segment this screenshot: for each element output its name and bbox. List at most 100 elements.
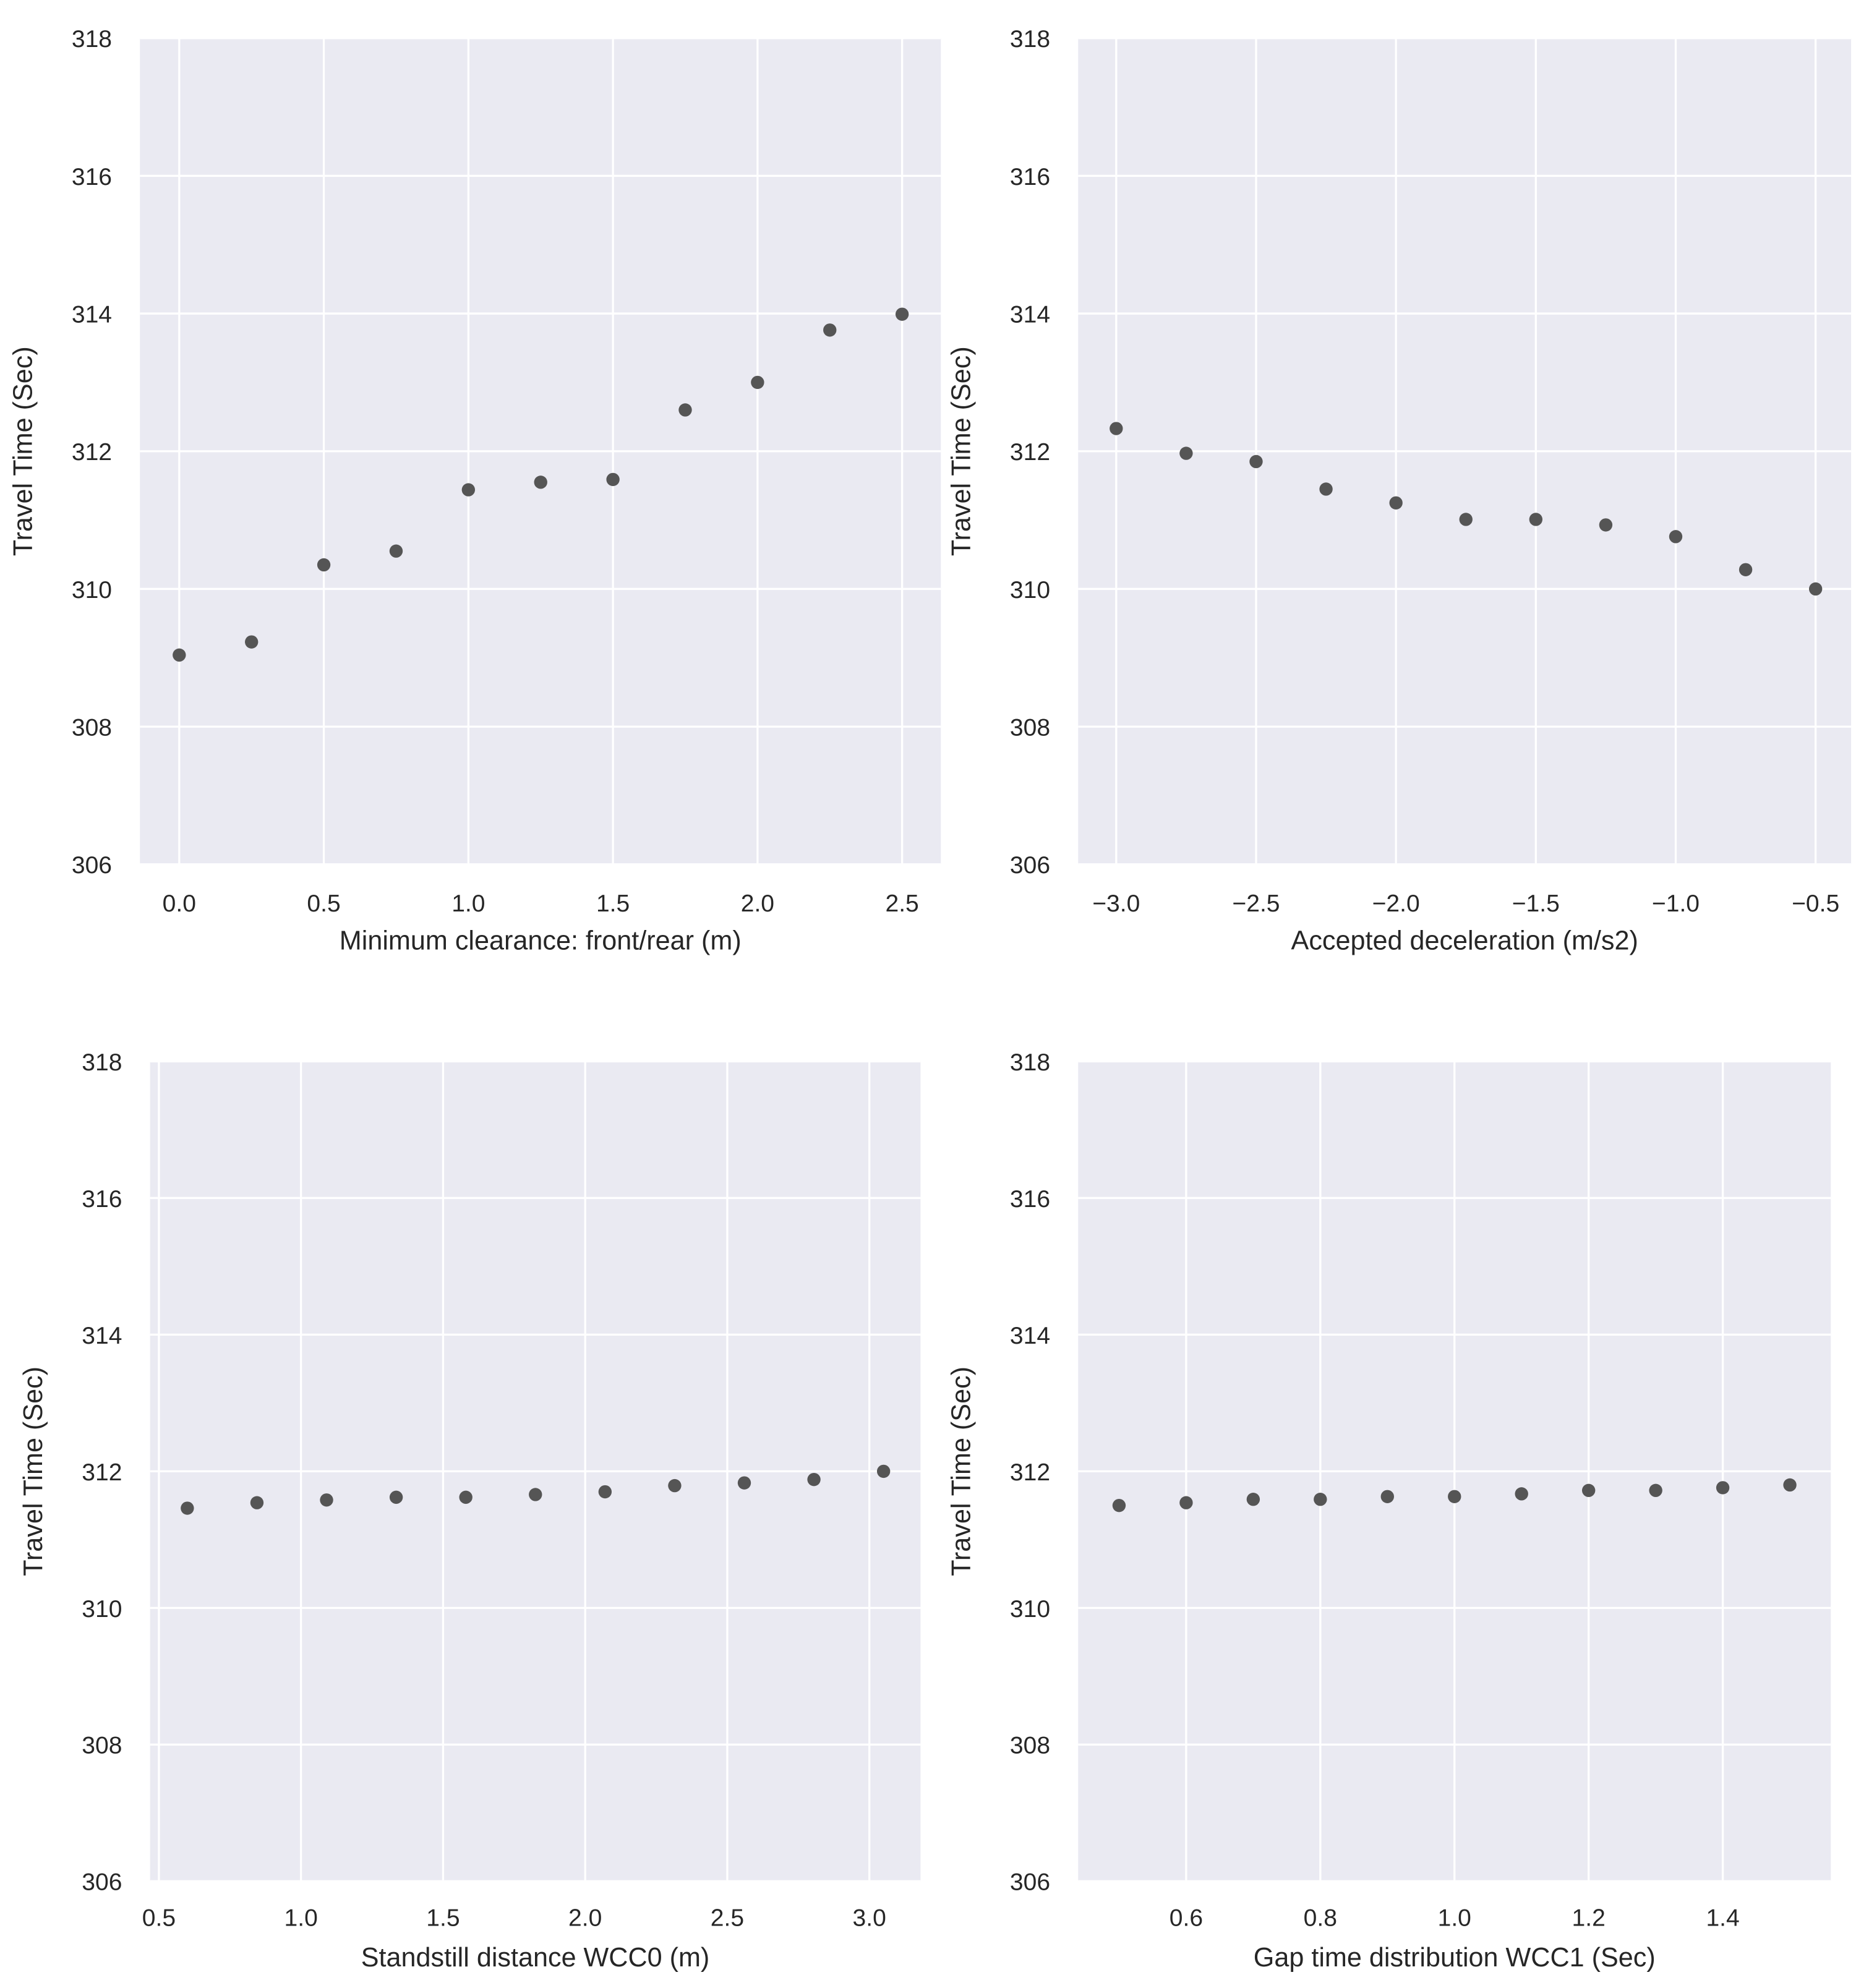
data-point <box>1649 1483 1662 1498</box>
y-tick-label: 310 <box>82 1596 122 1623</box>
y-tick-label: 316 <box>1010 164 1050 190</box>
y-tick-label: 312 <box>1010 1459 1050 1486</box>
data-point <box>461 483 476 497</box>
data-point <box>1716 1481 1730 1495</box>
y-tick-label: 306 <box>82 1869 122 1896</box>
data-point <box>1599 518 1613 532</box>
y-tick-label: 306 <box>72 852 112 879</box>
y-tick-label: 310 <box>1010 1596 1050 1623</box>
subplot-2: 306 308 310 312 314 316 318 −3.0 −2.5 −2.0 −1.5 −1.… <box>947 26 1852 956</box>
data-point <box>1110 422 1123 435</box>
x-tick-label: 2.5 <box>885 890 918 917</box>
x-axis-label: Gap time distribution WCC1 (Sec) <box>1254 1943 1656 1973</box>
data-point <box>173 648 186 662</box>
data-point <box>1783 1478 1797 1492</box>
data-point <box>598 1485 612 1499</box>
data-point <box>320 1493 333 1507</box>
x-axis-label: Standstill distance WCC0 (m) <box>361 1943 710 1973</box>
y-tick-label: 312 <box>1010 439 1050 466</box>
y-tick-label: 308 <box>1010 1733 1050 1759</box>
data-point <box>678 403 692 417</box>
x-tick-label: 1.0 <box>284 1905 318 1931</box>
y-tick-label: 308 <box>72 715 112 741</box>
data-point <box>317 558 331 572</box>
y-tick-label: 318 <box>1010 1049 1050 1076</box>
y-tick-label: 312 <box>82 1459 122 1486</box>
x-tick-label: −2.5 <box>1232 890 1280 917</box>
data-point <box>389 1490 403 1504</box>
data-point <box>1246 1492 1260 1506</box>
data-point <box>1319 482 1333 496</box>
data-point <box>1179 1496 1193 1509</box>
data-point <box>389 544 403 558</box>
y-tick-label: 318 <box>1010 26 1050 53</box>
data-point <box>1739 563 1753 576</box>
y-tick-label: 316 <box>1010 1186 1050 1213</box>
data-point <box>181 1501 194 1515</box>
y-tick-label: 316 <box>72 164 112 190</box>
data-point <box>534 476 547 489</box>
x-axis-label: Accepted deceleration (m/s2) <box>1291 926 1638 956</box>
x-tick-label: 2.5 <box>711 1905 744 1931</box>
x-axis-label: Minimum clearance: front/rear (m) <box>340 926 742 956</box>
x-tick-label: 2.0 <box>741 890 774 917</box>
y-tick-label: 314 <box>72 301 112 328</box>
y-tick-label: 308 <box>1010 715 1050 741</box>
data-point <box>606 472 620 487</box>
x-tick-label: 1.0 <box>451 890 485 917</box>
y-axis-label: Travel Time (Sec) <box>947 346 977 556</box>
x-tick-label: −3.0 <box>1092 890 1140 917</box>
data-point <box>529 1488 542 1501</box>
x-tick-label: 0.8 <box>1304 1905 1337 1931</box>
data-point <box>1380 1490 1394 1503</box>
data-point <box>1515 1487 1528 1501</box>
data-point <box>1249 454 1263 469</box>
y-tick-label: 318 <box>72 26 112 53</box>
data-point <box>668 1478 682 1493</box>
x-tick-label: 0.5 <box>307 890 340 917</box>
data-point <box>823 323 837 337</box>
x-tick-label: 1.4 <box>1706 1905 1739 1931</box>
y-tick-label: 312 <box>72 439 112 466</box>
x-tick-label: 1.5 <box>596 890 630 917</box>
data-point <box>1112 1498 1126 1512</box>
x-tick-label: −2.0 <box>1372 890 1420 917</box>
data-point <box>1669 530 1683 544</box>
y-axis-label: Travel Time (Sec) <box>947 1367 977 1576</box>
y-tick-label: 314 <box>1010 1323 1050 1349</box>
subplot-1: 306 308 310 312 314 316 318 0.0 0.5 1.0 1.5 2.0 2.5 M… <box>9 26 941 956</box>
y-tick-label: 316 <box>82 1186 122 1213</box>
data-point <box>1179 446 1193 460</box>
data-point <box>1581 1483 1596 1498</box>
data-point <box>1459 513 1473 526</box>
data-point <box>751 375 764 390</box>
data-point <box>245 635 259 649</box>
x-tick-label: 2.0 <box>568 1905 602 1931</box>
y-tick-label: 318 <box>82 1049 122 1076</box>
x-tick-label: −1.0 <box>1652 890 1700 917</box>
data-point <box>737 1476 751 1490</box>
x-tick-label: −1.5 <box>1512 890 1560 917</box>
data-point <box>1529 513 1543 526</box>
data-point <box>1808 582 1823 596</box>
x-tick-label: 3.0 <box>853 1905 886 1931</box>
x-tick-label: 0.5 <box>142 1905 176 1931</box>
y-axis-label: Travel Time (Sec) <box>19 1367 48 1576</box>
y-axis-label: Travel Time (Sec) <box>9 346 38 556</box>
y-tick-label: 306 <box>1010 852 1050 879</box>
data-point <box>1448 1490 1461 1503</box>
data-point <box>1389 496 1403 510</box>
x-tick-label: 1.0 <box>1438 1905 1471 1931</box>
y-tick-label: 306 <box>1010 1869 1050 1896</box>
x-tick-label: −0.5 <box>1792 890 1839 917</box>
data-point <box>1314 1492 1327 1506</box>
data-point <box>459 1490 473 1504</box>
x-tick-label: 0.6 <box>1170 1905 1203 1931</box>
x-tick-label: 1.2 <box>1572 1905 1606 1931</box>
y-tick-label: 308 <box>82 1733 122 1759</box>
data-point <box>807 1472 821 1487</box>
y-tick-label: 310 <box>1010 577 1050 604</box>
subplot-3: 306 308 310 312 314 316 318 0.5 1.0 1.5 2.0 2.5 3.0 S… <box>19 1049 921 1973</box>
y-tick-label: 314 <box>82 1323 122 1349</box>
